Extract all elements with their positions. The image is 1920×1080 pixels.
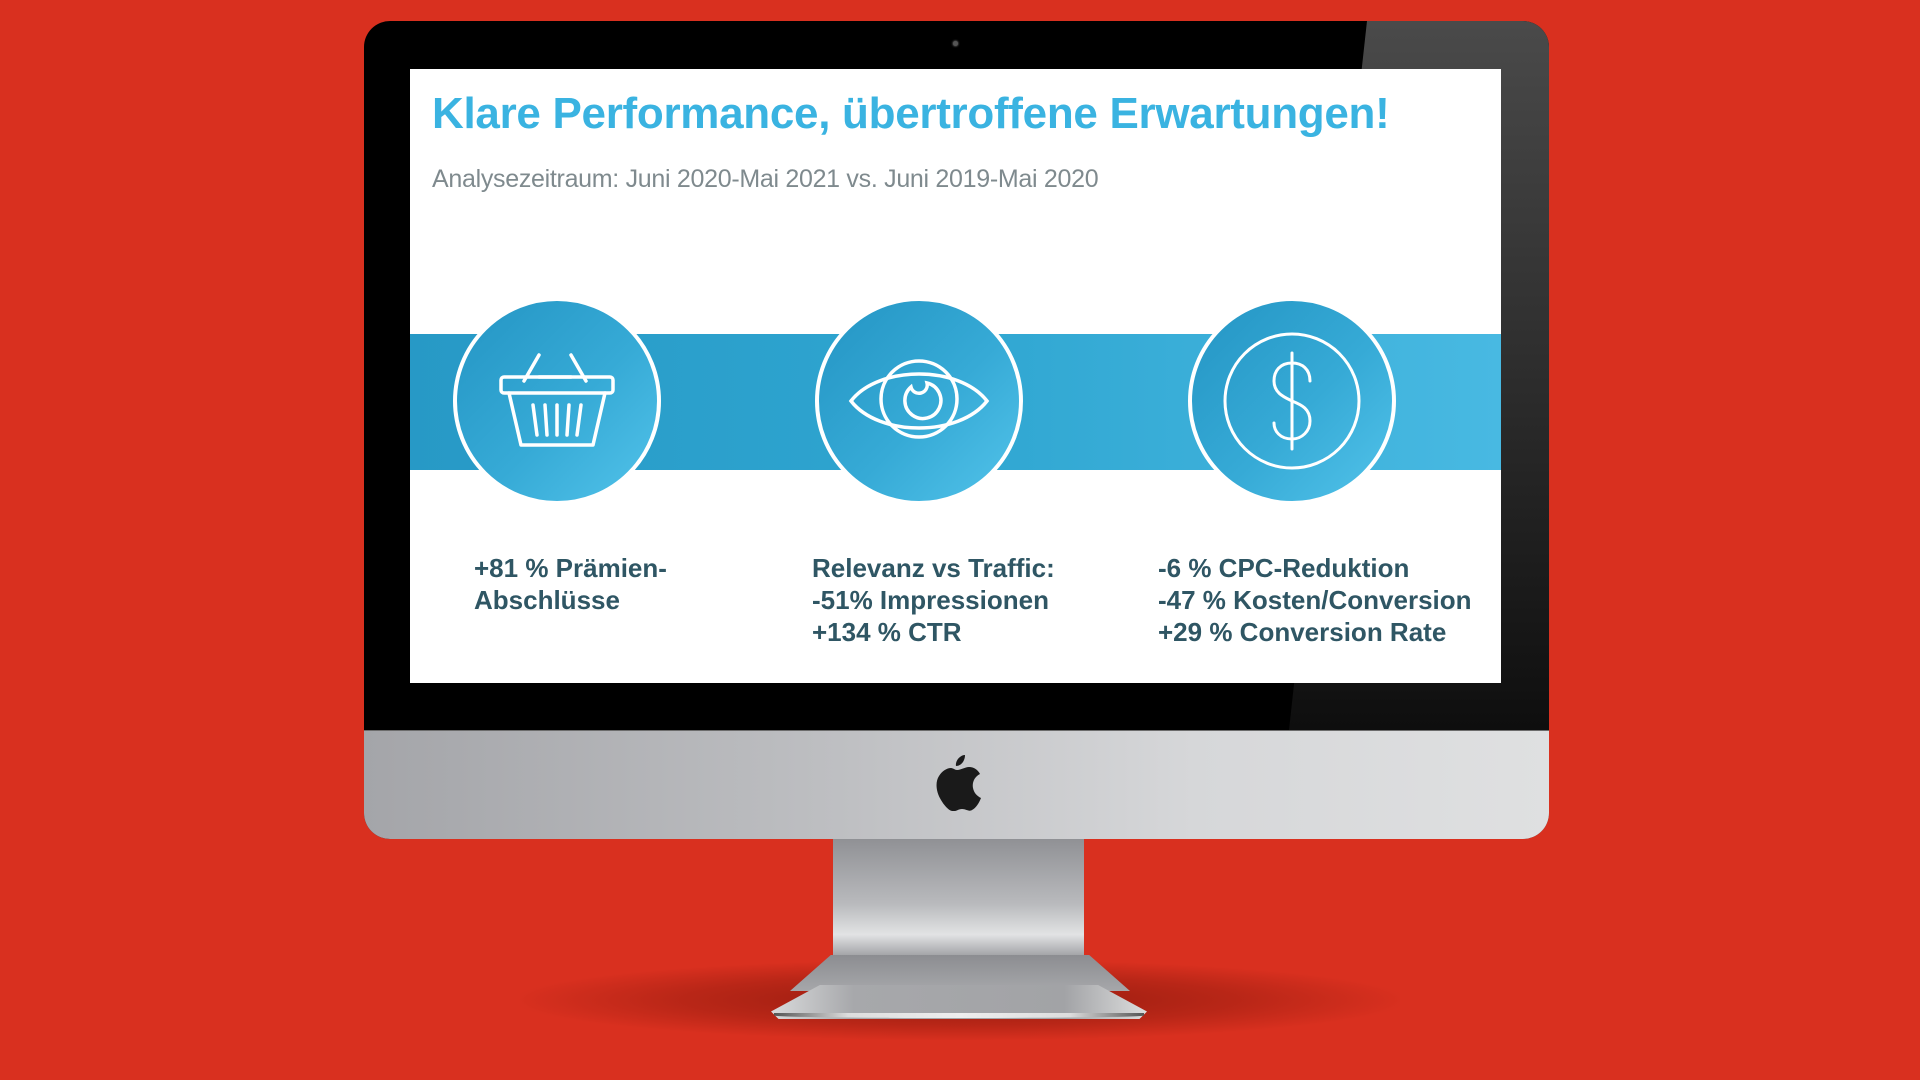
stat-block-costs: -6 % CPC-Reduktion -47 % Kosten/Conversi… xyxy=(1158,552,1472,648)
apple-logo-icon xyxy=(936,755,981,811)
dollar-coin-icon xyxy=(1223,332,1361,470)
basket-circle xyxy=(453,297,661,505)
eye-icon xyxy=(848,359,990,439)
stat-line: -6 % CPC-Reduktion xyxy=(1158,553,1410,583)
stat-block-relevance: Relevanz vs Traffic: -51% Impressionen +… xyxy=(812,552,1055,648)
basket-icon xyxy=(499,353,615,447)
stat-line: +29 % Conversion Rate xyxy=(1158,617,1447,647)
slide-title: Klare Performance, übertroffene Erwartun… xyxy=(432,89,1390,138)
stat-line: +81 % Prämien- xyxy=(474,553,667,583)
slide-subtitle: Analysezeitraum: Juni 2020-Mai 2021 vs. … xyxy=(432,165,1099,193)
monitor-frame: Klare Performance, übertroffene Erwartun… xyxy=(364,21,1549,839)
stat-block-premiums: +81 % Prämien- Abschlüsse xyxy=(474,552,667,616)
stat-line: +134 % CTR xyxy=(812,617,962,647)
stat-line: Abschlüsse xyxy=(474,585,620,615)
screen: Klare Performance, übertroffene Erwartun… xyxy=(410,69,1501,683)
eye-circle xyxy=(815,297,1023,505)
camera-icon xyxy=(953,41,958,46)
dollar-circle xyxy=(1188,297,1396,505)
stat-line: -47 % Kosten/Conversion xyxy=(1158,585,1472,615)
monitor-chin xyxy=(364,730,1549,839)
stat-line: -51% Impressionen xyxy=(812,585,1049,615)
monitor-stand-foot-edge xyxy=(774,1013,1144,1018)
stat-line: Relevanz vs Traffic: xyxy=(812,553,1055,583)
